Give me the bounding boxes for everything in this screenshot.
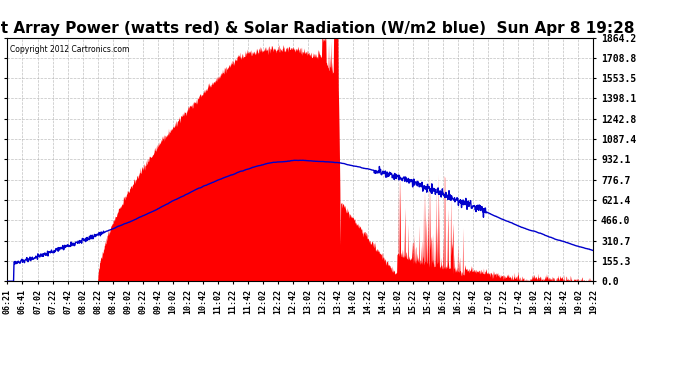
Title: West Array Power (watts red) & Solar Radiation (W/m2 blue)  Sun Apr 8 19:28: West Array Power (watts red) & Solar Rad… [0, 21, 635, 36]
Text: Copyright 2012 Cartronics.com: Copyright 2012 Cartronics.com [10, 45, 129, 54]
